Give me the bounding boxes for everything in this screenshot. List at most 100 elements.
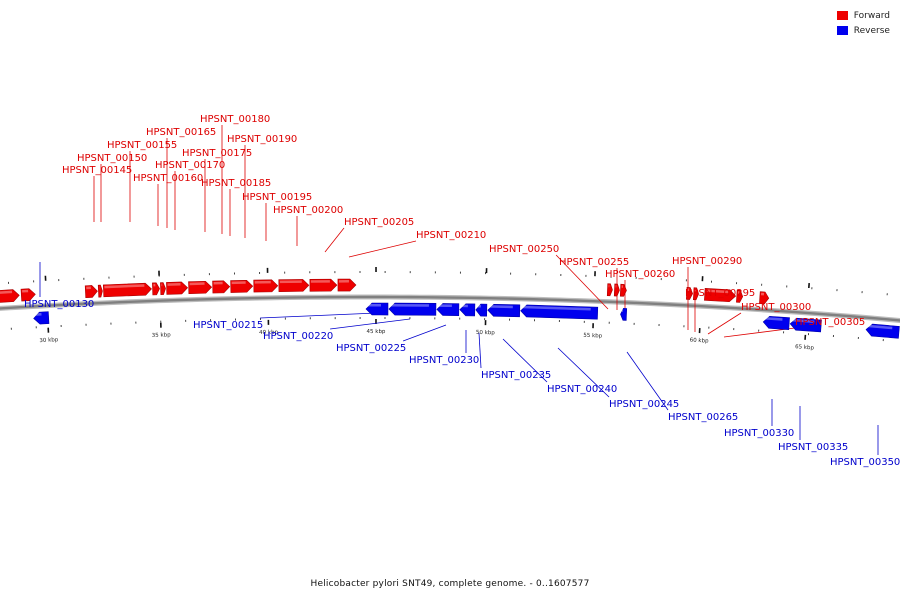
gene-label-hpsnt-00145[interactable]: HPSNT_00145	[62, 165, 132, 176]
gene-label-hpsnt-00130[interactable]: HPSNT_00130	[24, 299, 94, 310]
gene-label-hpsnt-00300[interactable]: HPSNT_00300	[741, 302, 811, 313]
gene-label-hpsnt-00170[interactable]: HPSNT_00170	[155, 160, 225, 171]
kbp-tick: 30 kbp	[39, 275, 59, 344]
gene-arrow[interactable]	[704, 288, 737, 303]
gene-label-hpsnt-00205[interactable]: HPSNT_00205	[344, 217, 414, 228]
genome-caption: Helicobacter pylori SNT49, complete geno…	[310, 579, 590, 589]
kbp-label: 50 kbp	[476, 330, 496, 336]
kbp-tick: 60 kbp	[689, 276, 709, 345]
gene-label-hpsnt-00240[interactable]: HPSNT_00240	[547, 384, 617, 395]
minor-tick	[33, 280, 37, 329]
gene-arrow[interactable]	[865, 323, 900, 339]
gene-arrow[interactable]	[693, 287, 699, 301]
minor-tick	[658, 278, 662, 327]
gene-arrow[interactable]	[388, 302, 437, 316]
gene-arrow[interactable]	[619, 283, 627, 297]
gene-label-hpsnt-00330[interactable]: HPSNT_00330	[724, 428, 794, 439]
gene-label-hpsnt-00185[interactable]: HPSNT_00185	[201, 178, 271, 189]
gene-arrow[interactable]	[230, 279, 254, 293]
gene-label-hpsnt-00265[interactable]: HPSNT_00265	[668, 412, 738, 423]
leader-line	[478, 332, 482, 369]
gene-arrow[interactable]	[212, 280, 231, 294]
gene-label-hpsnt-00250[interactable]: HPSNT_00250	[489, 244, 559, 255]
gene-label-hpsnt-00335[interactable]: HPSNT_00335	[778, 442, 848, 453]
gene-label-hpsnt-00165[interactable]: HPSNT_00165	[146, 127, 216, 138]
gene-arrow[interactable]	[365, 302, 389, 316]
gene-arrow[interactable]	[253, 279, 279, 293]
gene-arrow[interactable]	[309, 278, 338, 292]
gene-label-hpsnt-00350[interactable]: HPSNT_00350	[830, 457, 900, 468]
gene-label-hpsnt-00230[interactable]: HPSNT_00230	[409, 355, 479, 366]
gene-label-hpsnt-00305[interactable]: HPSNT_00305	[795, 317, 865, 328]
gene-label-hpsnt-00220[interactable]: HPSNT_00220	[263, 331, 333, 342]
gene-features[interactable]	[0, 278, 900, 339]
minor-tick	[459, 271, 461, 320]
gene-label-hpsnt-00215[interactable]: HPSNT_00215	[193, 320, 263, 331]
gene-arrow[interactable]	[686, 287, 693, 300]
gene-label-hpsnt-00200[interactable]: HPSNT_00200	[273, 205, 343, 216]
gene-arrow[interactable]	[436, 303, 460, 316]
gene-label-hpsnt-00255[interactable]: HPSNT_00255	[559, 257, 629, 268]
gene-arrow[interactable]	[620, 308, 628, 321]
gene-arrow[interactable]	[475, 303, 488, 317]
legend-forward: Forward	[836, 8, 890, 23]
gene-label-hpsnt-00175[interactable]: HPSNT_00175	[182, 148, 252, 159]
gene-label-hpsnt-00150[interactable]: HPSNT_00150	[77, 153, 147, 164]
gene-arrow[interactable]	[33, 311, 50, 325]
gene-label-hpsnt-00295[interactable]: HPSNT_00295	[685, 288, 755, 299]
gene-arrow[interactable]	[736, 289, 744, 303]
gene-arrow[interactable]	[166, 281, 189, 295]
gene-arrow[interactable]	[97, 284, 103, 298]
minor-tick	[733, 282, 738, 331]
minor-tick	[683, 279, 687, 328]
gene-label-hpsnt-00210[interactable]: HPSNT_00210	[416, 230, 486, 241]
minor-tick	[284, 271, 286, 320]
kbp-label: 35 kbp	[152, 332, 172, 339]
gene-label-hpsnt-00225[interactable]: HPSNT_00225	[336, 343, 406, 354]
minor-tick	[409, 271, 411, 320]
minor-tick	[359, 271, 361, 320]
gene-label-hpsnt-00235[interactable]: HPSNT_00235	[481, 370, 551, 381]
gene-label-hpsnt-00160[interactable]: HPSNT_00160	[133, 173, 203, 184]
gene-arrow[interactable]	[278, 279, 310, 292]
minor-tick	[608, 275, 612, 324]
gene-arrow[interactable]	[606, 283, 613, 297]
legend-forward-label: Forward	[853, 10, 890, 21]
minor-tick	[234, 272, 236, 321]
gene-label-hpsnt-00180[interactable]: HPSNT_00180	[200, 114, 270, 125]
gene-label-hpsnt-00155[interactable]: HPSNT_00155	[107, 140, 177, 151]
gene-arrow[interactable]	[102, 282, 152, 298]
minor-tick	[509, 272, 512, 321]
kbp-label: 60 kbp	[689, 338, 709, 345]
gene-arrow[interactable]	[84, 285, 98, 299]
gene-arrow[interactable]	[20, 288, 36, 302]
minor-tick	[384, 271, 386, 320]
gene-arrow[interactable]	[160, 282, 166, 295]
gene-label-hpsnt-00260[interactable]: HPSNT_00260	[605, 269, 675, 280]
gene-arrow[interactable]	[759, 291, 770, 305]
forward-swatch	[836, 11, 848, 20]
gene-arrow[interactable]	[152, 282, 160, 296]
minor-tick	[108, 276, 112, 325]
gene-arrow[interactable]	[188, 280, 213, 295]
gene-arrow[interactable]	[520, 304, 599, 320]
gene-arrow[interactable]	[0, 289, 20, 304]
gene-arrow[interactable]	[762, 316, 790, 330]
gene-arrow[interactable]	[613, 283, 620, 297]
gene-arrow[interactable]	[789, 317, 822, 333]
gene-arrow[interactable]	[487, 303, 521, 318]
kbp-tick: 45 kbp	[367, 267, 386, 335]
gene-label-hpsnt-00190[interactable]: HPSNT_00190	[227, 134, 297, 145]
gene-arrow[interactable]	[337, 278, 357, 292]
leader-line	[707, 312, 742, 335]
minor-tick	[832, 289, 838, 338]
gene-label-hpsnt-00195[interactable]: HPSNT_00195	[242, 192, 312, 203]
minor-tick	[334, 271, 336, 320]
gene-label-hpsnt-00290[interactable]: HPSNT_00290	[672, 256, 742, 267]
gene-arrow[interactable]	[459, 303, 476, 317]
gene-label-hpsnt-00245[interactable]: HPSNT_00245	[609, 399, 679, 410]
minor-tick	[259, 272, 261, 321]
minor-tick	[633, 276, 637, 325]
